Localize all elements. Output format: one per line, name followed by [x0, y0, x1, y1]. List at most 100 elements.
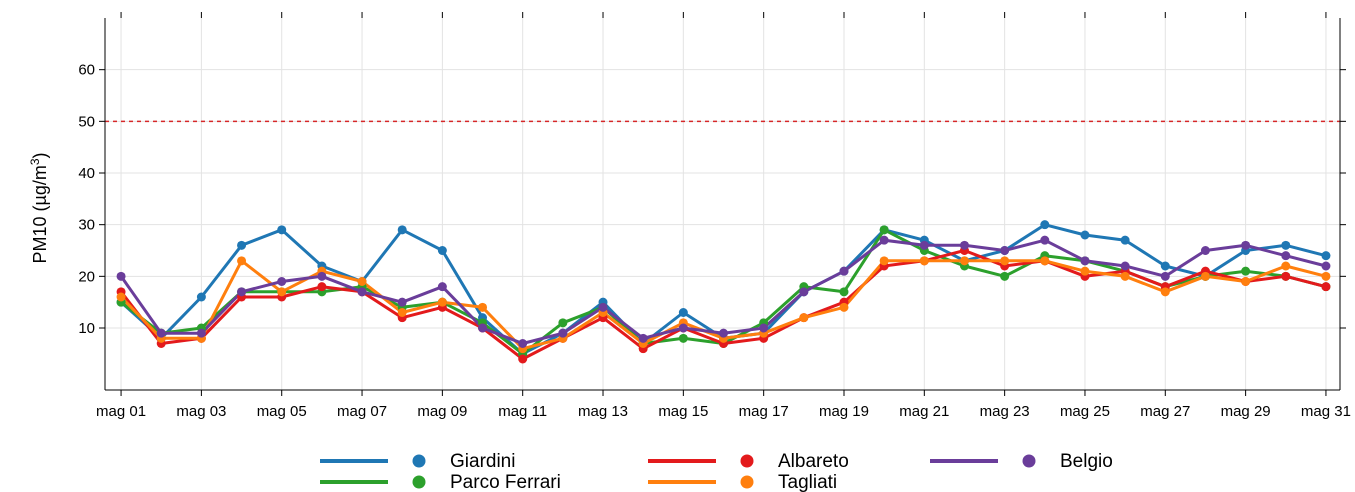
data-point-belgio: [1321, 261, 1331, 271]
data-point-belgio: [277, 277, 287, 286]
data-point-belgio: [357, 287, 367, 297]
data-point-tagliati: [1000, 256, 1010, 266]
y-axis-title-exponent: 3: [28, 158, 42, 165]
data-point-giardini: [1321, 251, 1331, 261]
data-point-giardini: [196, 292, 206, 302]
data-point-tagliati: [799, 313, 809, 323]
legend-label-giardini: Giardini: [450, 451, 515, 472]
data-point-belgio: [598, 302, 608, 312]
x-tick-label: mag 07: [337, 403, 387, 420]
x-tick-label: mag 31: [1301, 403, 1351, 420]
x-tick-label: mag 11: [498, 403, 547, 420]
data-point-parco-ferrari: [839, 287, 849, 297]
x-tick-label: mag 15: [658, 403, 708, 420]
data-point-albareto: [1321, 282, 1331, 292]
data-point-giardini: [1281, 240, 1291, 250]
y-axis-title-close: ): [30, 152, 50, 158]
legend-marker-giardini: [412, 454, 426, 468]
data-point-belgio: [1200, 246, 1210, 255]
x-tick-label: mag 27: [1140, 403, 1190, 420]
data-point-belgio: [638, 333, 648, 343]
data-point-tagliati: [437, 297, 447, 307]
data-point-tagliati: [1200, 271, 1210, 281]
x-tick-label: mag 29: [1221, 403, 1271, 420]
data-point-belgio: [879, 235, 889, 245]
y-tick-label: 20: [78, 268, 95, 285]
data-point-belgio: [759, 323, 769, 333]
data-point-tagliati: [277, 287, 287, 297]
data-point-albareto: [317, 282, 327, 292]
data-point-parco-ferrari: [879, 225, 889, 235]
x-tick-label: mag 13: [578, 403, 628, 420]
data-point-belgio: [397, 297, 407, 307]
data-point-giardini: [678, 308, 688, 317]
data-point-parco-ferrari: [1241, 266, 1251, 276]
legend-label-parco-ferrari: Parco Ferrari: [450, 472, 561, 492]
y-tick-label: 60: [78, 62, 95, 79]
data-point-tagliati: [919, 256, 929, 266]
y-axis-title-main: PM10 (: [30, 206, 50, 264]
data-point-albareto: [518, 354, 528, 364]
data-point-belgio: [478, 323, 488, 333]
data-point-tagliati: [478, 302, 488, 312]
y-tick-label: 30: [78, 217, 95, 234]
data-point-belgio: [959, 240, 969, 250]
data-point-belgio: [437, 282, 447, 292]
data-point-giardini: [277, 225, 287, 235]
y-tick-label: 40: [78, 165, 95, 182]
data-point-tagliati: [1080, 266, 1090, 276]
legend: Giardini Albareto Belgio Parco Ferrari Tagli…: [320, 451, 1113, 492]
data-point-giardini: [437, 246, 447, 255]
data-point-belgio: [1040, 235, 1050, 245]
data-point-giardini: [1040, 220, 1050, 230]
axes: 10 20 30 40 50 60 mag 01 mag 03 mag 05 mag 07 mag …: [78, 12, 1351, 420]
y-axis-title-unit: µg/m: [30, 165, 50, 205]
x-tick-label: mag 25: [1060, 403, 1110, 420]
data-point-parco-ferrari: [1000, 271, 1010, 281]
data-point-giardini: [237, 240, 247, 250]
x-tick-label: mag 01: [96, 403, 146, 420]
data-point-tagliati: [1321, 271, 1331, 281]
series-layer: [116, 220, 1331, 364]
y-tick-label: 50: [78, 113, 95, 130]
legend-marker-belgio: [1022, 454, 1036, 468]
x-tick-label: mag 23: [980, 403, 1030, 420]
data-point-belgio: [678, 323, 688, 333]
data-point-belgio: [518, 339, 528, 348]
x-tick-label: mag 09: [417, 403, 467, 420]
legend-marker-tagliati: [740, 475, 754, 489]
data-point-parco-ferrari: [678, 333, 688, 343]
legend-label-tagliati: Tagliati: [778, 472, 837, 492]
data-point-belgio: [1120, 261, 1130, 271]
data-point-belgio: [1000, 246, 1010, 255]
legend-label-belgio: Belgio: [1060, 451, 1113, 472]
legend-marker-albareto: [740, 454, 754, 468]
data-point-parco-ferrari: [558, 318, 568, 328]
legend-label-albareto: Albareto: [778, 451, 849, 472]
data-point-belgio: [839, 266, 849, 276]
data-point-giardini: [1120, 235, 1130, 245]
data-point-tagliati: [1120, 271, 1130, 281]
x-tick-label: mag 05: [257, 403, 307, 420]
x-tick-label: mag 21: [899, 403, 949, 420]
data-point-tagliati: [959, 256, 969, 266]
data-point-albareto: [1281, 271, 1291, 281]
data-point-tagliati: [879, 256, 889, 266]
data-point-tagliati: [1241, 277, 1251, 286]
y-tick-label: 10: [78, 320, 95, 337]
data-point-belgio: [558, 328, 568, 338]
data-point-belgio: [1241, 240, 1251, 250]
data-point-tagliati: [1281, 261, 1291, 271]
data-point-tagliati: [1160, 287, 1170, 297]
data-point-belgio: [719, 328, 729, 338]
x-tick-label: mag 19: [819, 403, 869, 420]
data-point-giardini: [1160, 261, 1170, 271]
data-point-tagliati: [397, 308, 407, 317]
data-point-belgio: [196, 328, 206, 338]
data-point-giardini: [397, 225, 407, 235]
x-tick-label: mag 03: [176, 403, 226, 420]
data-point-belgio: [1281, 251, 1291, 261]
data-point-tagliati: [1040, 256, 1050, 266]
y-axis-title: PM10 (µg/m3): [28, 152, 50, 263]
